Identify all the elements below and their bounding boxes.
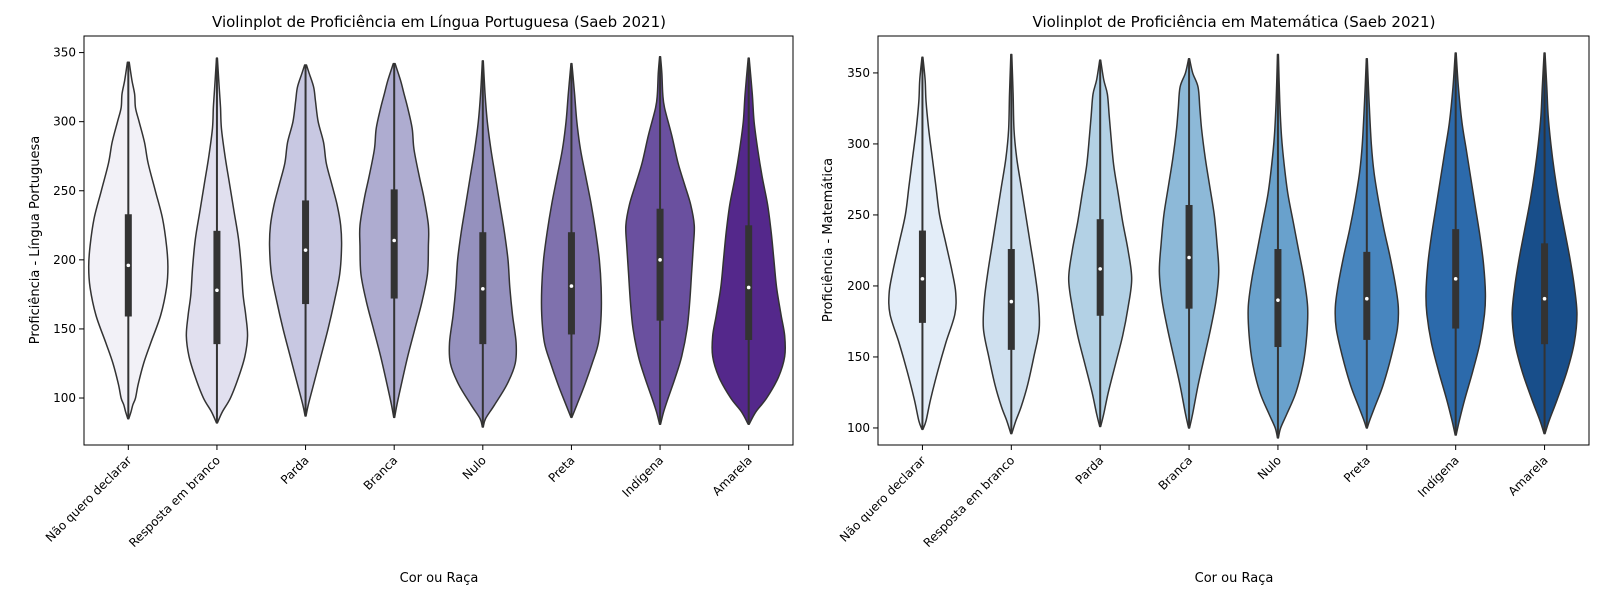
x-tick-label-preta: Preta <box>546 453 578 485</box>
iqr-box-parda <box>302 200 310 305</box>
iqr-box-amarela <box>1541 243 1549 345</box>
panel-lingua-portuguesa: Violinplot de Proficiência em Língua Por… <box>28 13 794 586</box>
y-tick-label: 300 <box>53 115 76 129</box>
median-point-resposta-em-branco <box>215 288 219 293</box>
median-point-indigena <box>1453 277 1458 281</box>
y-axis-ticks: 100 150 200 250 300 350 <box>847 66 878 435</box>
chart-title: Violinplot de Proficiência em Língua Por… <box>212 13 666 31</box>
y-tick-label: 200 <box>847 279 870 293</box>
median-point-indigena <box>658 258 662 262</box>
plot-frame <box>83 35 794 446</box>
median-point-amarela <box>746 285 751 290</box>
median-point-parda <box>303 248 308 252</box>
x-tick-label-branca: Branca <box>361 453 401 493</box>
median-point-branca <box>1187 255 1191 260</box>
y-axis-label: Proficiência - Língua Portuguesa <box>28 136 43 344</box>
x-axis-label: Cor ou Raça <box>1195 571 1274 586</box>
violin-group <box>888 52 1578 439</box>
median-point-amarela <box>1542 296 1547 301</box>
y-tick-label: 150 <box>847 350 870 364</box>
iqr-box-nao-quero-declarar <box>918 230 926 323</box>
iqr-box-nulo <box>1274 249 1282 348</box>
iqr-box-preta <box>1363 251 1371 340</box>
y-tick-label: 150 <box>53 322 76 336</box>
x-tick-label-preta: Preta <box>1341 453 1373 485</box>
plot-frame <box>877 35 1590 446</box>
violin-group <box>87 55 787 428</box>
y-tick-label: 200 <box>53 253 76 267</box>
x-tick-label-branca: Branca <box>1156 453 1196 493</box>
x-tick-label-amarela: Amarela <box>710 453 755 498</box>
x-tick-label-indigena: Indígena <box>1415 453 1462 500</box>
x-axis-label: Cor ou Raça <box>400 571 479 586</box>
y-tick-label: 100 <box>847 421 870 435</box>
x-tick-label-resposta-em-branco: Resposta em branco <box>921 453 1018 550</box>
iqr-box-amarela <box>745 225 753 340</box>
median-point-branca <box>392 238 396 243</box>
y-tick-label: 350 <box>847 66 870 80</box>
median-point-nao-quero-declarar <box>920 277 925 281</box>
y-tick-label: 100 <box>53 391 76 405</box>
x-tick-label-amarela: Amarela <box>1505 453 1550 498</box>
median-point-resposta-em-branco <box>1009 299 1014 304</box>
panel-matematica: Violinplot de Proficiência em Matemática… <box>821 13 1590 586</box>
x-tick-label-nao-quero-declarar: Não quero declarar <box>43 453 135 545</box>
iqr-box-indigena <box>656 208 664 321</box>
median-point-preta <box>569 284 574 288</box>
y-axis-ticks: 100 150 200 250 300 350 <box>53 46 84 405</box>
chart-title: Violinplot de Proficiência em Matemática… <box>1033 13 1436 31</box>
median-point-parda <box>1098 267 1102 271</box>
iqr-box-preta <box>567 232 575 335</box>
median-point-preta <box>1365 296 1369 301</box>
iqr-box-resposta-em-branco <box>213 230 221 345</box>
y-axis-label: Proficiência - Matemática <box>821 158 836 322</box>
x-tick-label-parda: Parda <box>1073 453 1107 487</box>
x-tick-label-nao-quero-declarar: Não quero declarar <box>837 453 929 545</box>
median-point-nao-quero-declarar <box>126 263 131 268</box>
median-point-nulo <box>1276 298 1280 302</box>
iqr-box-branca <box>390 189 398 299</box>
x-tick-label-parda: Parda <box>278 453 312 487</box>
x-tick-label-nulo: Nulo <box>1255 453 1284 482</box>
x-tick-label-resposta-em-branco: Resposta em branco <box>126 453 223 550</box>
y-tick-label: 250 <box>53 184 76 198</box>
y-tick-label: 350 <box>53 46 76 60</box>
y-tick-label: 250 <box>847 208 870 222</box>
x-tick-label-indigena: Indígena <box>620 453 667 500</box>
x-tick-label-nulo: Nulo <box>460 453 489 482</box>
iqr-box-resposta-em-branco <box>1007 249 1015 350</box>
median-point-nulo <box>481 287 485 291</box>
y-tick-label: 300 <box>847 137 870 151</box>
